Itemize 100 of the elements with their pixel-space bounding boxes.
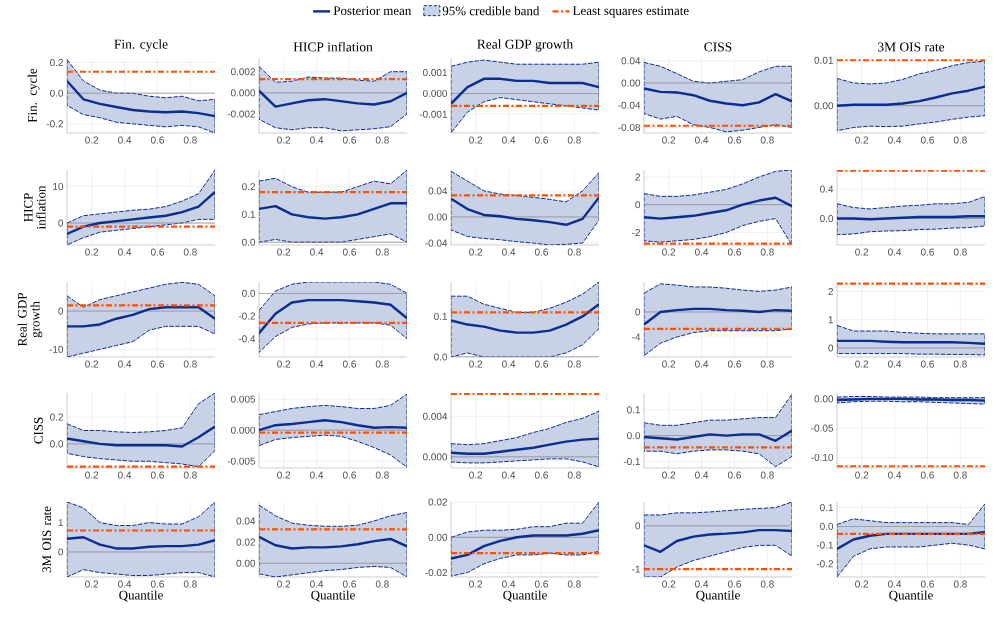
y-tick-label: 0.0: [242, 289, 256, 297]
chart-title: HICP inflation: [293, 41, 373, 52]
x-tick-label: 0.4: [695, 136, 709, 144]
x-tick-label: 0.2: [277, 360, 291, 368]
legend-label: Least squares estimate: [572, 6, 689, 18]
x-tick-label: 0.2: [469, 248, 483, 256]
x-tick-label: 0.2: [855, 471, 869, 479]
y-tick-label: 0.002: [230, 68, 255, 76]
y-tick-label: 0: [58, 307, 64, 315]
y-tick-label: -4: [632, 333, 641, 341]
y-tick-label: -2: [632, 229, 640, 236]
x-tick-label: 0.4: [695, 248, 709, 256]
x-axis-title: Quantile: [696, 590, 740, 602]
x-tick-label: 0.8: [567, 248, 581, 256]
x-tick-label: 0.6: [920, 580, 934, 588]
x-tick-label: 0.8: [567, 580, 581, 588]
y-axis-title: Real GDP growth: [17, 293, 43, 347]
x-tick-label: 0.6: [150, 580, 164, 588]
legend-label: Posterior mean: [333, 6, 412, 16]
x-tick-label: 0.4: [888, 580, 902, 588]
x-tick-label: 0.6: [534, 136, 548, 144]
x-tick-label: 0.6: [727, 360, 741, 368]
x-tick-label: 0.6: [150, 136, 164, 144]
x-tick-label: 0.8: [183, 248, 197, 256]
x-tick-label: 0.4: [888, 471, 902, 479]
x-tick-label: 0.4: [118, 248, 132, 256]
x-tick-label: 0.4: [310, 248, 324, 256]
x-axis-title: Quantile: [311, 590, 355, 602]
y-tick-label: 0.4: [820, 185, 834, 193]
x-tick-label: 0.4: [118, 136, 132, 144]
x-tick-label: 0.6: [727, 580, 741, 588]
y-tick-label: 0.0: [820, 522, 834, 530]
x-tick-label: 0.2: [85, 136, 99, 144]
x-tick-label: 0.8: [183, 136, 197, 144]
y-tick-label: 0.000: [422, 89, 448, 97]
y-tick-label: 0.2: [50, 59, 63, 67]
y-tick-label: 0: [635, 308, 641, 316]
y-tick-label: 0.00: [236, 559, 256, 567]
y-tick-label: -0.10: [811, 453, 834, 461]
x-tick-label: 0.4: [695, 360, 709, 368]
x-tick-label: 0.6: [920, 360, 934, 368]
x-tick-label: 0.8: [953, 580, 967, 588]
x-tick-label: 0.8: [760, 248, 774, 256]
y-tick-label: 0.0: [242, 238, 256, 246]
y-tick-label: 0.1: [434, 312, 448, 320]
x-tick-label: 0.2: [85, 248, 99, 256]
x-tick-label: 0.6: [534, 471, 548, 479]
y-tick-label: -1: [632, 565, 641, 573]
x-tick-label: 0.6: [342, 580, 356, 588]
y-tick-label: 0.000: [422, 453, 448, 461]
x-tick-label: 0.6: [150, 360, 164, 368]
y-tick-label: 0.001: [422, 69, 448, 77]
x-tick-label: 0.2: [855, 360, 869, 368]
y-tick-label: 2: [635, 173, 640, 181]
x-tick-label: 0.2: [469, 360, 483, 368]
y-tick-label: -0.2: [816, 560, 833, 568]
y-tick-label: 0: [58, 548, 64, 556]
x-tick-label: 0.2: [662, 248, 676, 256]
x-tick-label: 0.4: [310, 580, 324, 588]
y-tick-label: 10: [53, 182, 64, 190]
x-tick-label: 0.8: [567, 136, 581, 144]
x-tick-label: 0.6: [727, 471, 741, 479]
y-tick-label: -0.002: [227, 110, 255, 118]
x-tick-label: 0.8: [567, 471, 581, 479]
y-tick-label: 0.02: [236, 538, 255, 546]
y-tick-label: -0.4: [238, 335, 256, 343]
x-tick-label: 0.4: [502, 248, 516, 256]
y-tick-label: 0.00: [428, 213, 448, 221]
x-tick-label: 0.8: [953, 471, 967, 479]
y-tick-label: -0.005: [227, 457, 256, 465]
x-tick-label: 0.4: [502, 360, 516, 368]
x-tick-label: 0.6: [150, 248, 164, 256]
x-tick-label: 0.8: [953, 248, 967, 256]
y-tick-label: -0.04: [618, 101, 641, 109]
x-tick-label: 0.2: [469, 471, 483, 479]
y-tick-label: 0.0: [50, 89, 64, 97]
y-tick-label: 0.1: [820, 504, 834, 512]
text: 95% credible band: [442, 6, 540, 16]
x-tick-label: 0.2: [855, 136, 869, 144]
x-tick-label: 0.6: [920, 136, 934, 144]
y-tick-label: 0.00: [814, 102, 834, 110]
x-tick-label: 0.8: [183, 471, 197, 479]
y-tick-label: 0.1: [242, 210, 256, 218]
y-tick-label: -0.04: [425, 239, 448, 247]
y-tick-label: -0.08: [618, 123, 641, 131]
x-tick-label: 0.8: [760, 360, 774, 368]
x-tick-label: 0.8: [183, 580, 197, 588]
x-tick-label: 0.8: [375, 248, 389, 256]
x-tick-label: 0.4: [502, 471, 516, 479]
x-tick-label: 0.8: [953, 136, 967, 144]
y-tick-label: -10: [49, 345, 64, 353]
chart-title: CISS: [704, 42, 732, 52]
y-tick-label: 0.2: [50, 413, 63, 421]
y-tick-label: 0: [58, 219, 64, 227]
y-tick-label: 0.0: [50, 440, 64, 448]
chart-title: Real GDP growth: [477, 39, 573, 52]
x-tick-label: 0.2: [85, 360, 99, 368]
x-tick-label: 0.6: [342, 248, 356, 256]
x-tick-label: 0.8: [183, 360, 197, 368]
y-tick-label: 0.2: [242, 183, 255, 191]
